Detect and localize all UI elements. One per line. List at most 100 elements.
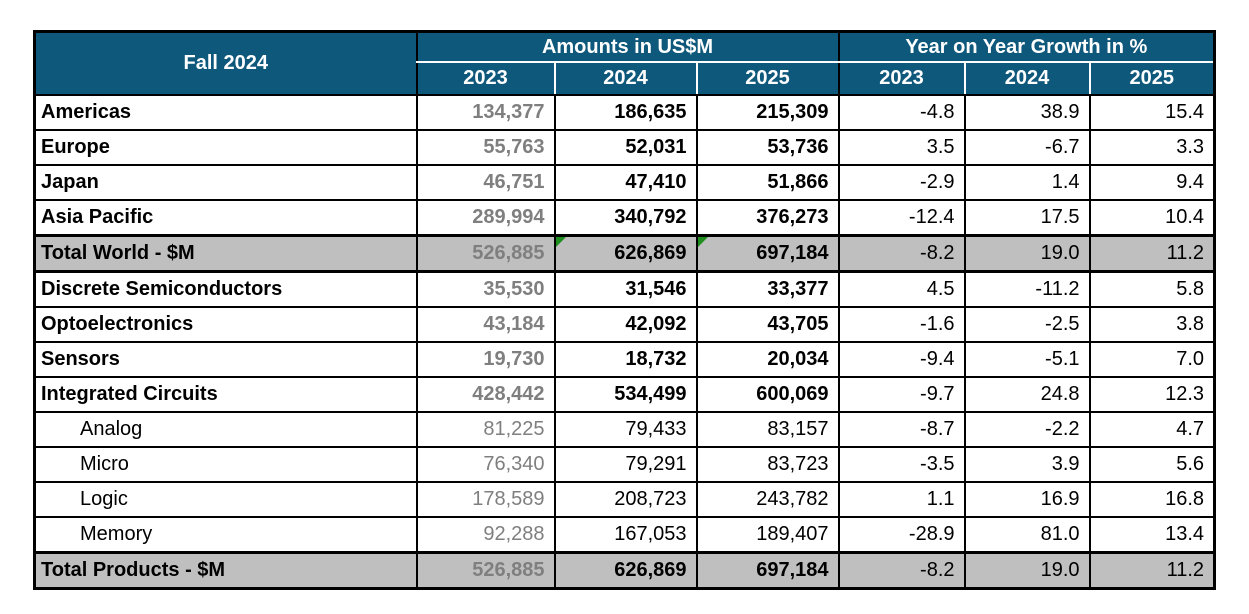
table-title: Fall 2024 (34, 31, 417, 95)
growth-2023-cell: -8.2 (837, 234, 966, 273)
growth-2024-cell: 3.9 (963, 446, 1091, 483)
amount-2023-cell: 428,442 (415, 376, 556, 413)
growth-2023-cell: -3.5 (837, 446, 966, 483)
amount-2025-cell: 51,866 (695, 164, 840, 201)
amount-2025-cell: 697,184 (695, 551, 840, 590)
growth-2025-cell: 16.8 (1088, 481, 1216, 518)
amounts-year-2025-header: 2025 (695, 62, 839, 96)
amount-2025-cell: 189,407 (695, 516, 840, 554)
growth-2024-cell: -11.2 (963, 270, 1091, 308)
amount-2025-cell: 376,273 (695, 199, 840, 237)
amount-2023-cell: 19,730 (415, 341, 556, 378)
table-row: Sensors 19,730 18,732 20,034 -9.4 -5.1 7.0 (33, 341, 1216, 378)
growth-2024-cell: 16.9 (963, 481, 1091, 518)
amount-2025-cell: 215,309 (695, 94, 840, 131)
growth-2024-cell: 19.0 (963, 234, 1091, 273)
growth-2023-cell: 3.5 (837, 129, 966, 166)
growth-2025-cell: 5.8 (1088, 270, 1216, 308)
amount-2025-cell: 43,705 (695, 306, 840, 343)
amount-2023-cell: 289,994 (415, 199, 556, 237)
growth-2023-cell: -1.6 (837, 306, 966, 343)
row-label: Analog (33, 411, 418, 448)
amount-2023-cell: 178,589 (415, 481, 556, 518)
table-row: Logic 178,589 208,723 243,782 1.1 16.9 16.8 (33, 481, 1216, 518)
growth-year-2024-header: 2024 (963, 62, 1090, 96)
growth-2023-cell: -28.9 (837, 516, 966, 554)
worksheet: Fall 2024 Amounts in US$M Year on Year G… (33, 30, 1217, 590)
amount-2024-cell: 47,410 (553, 164, 698, 201)
row-label: Europe (33, 129, 418, 166)
amount-2024-cell: 186,635 (553, 94, 698, 131)
amount-2024-cell: 340,792 (553, 199, 698, 237)
growth-2025-cell: 5.6 (1088, 446, 1216, 483)
amount-2025-cell: 83,723 (695, 446, 840, 483)
growth-2025-cell: 11.2 (1088, 234, 1216, 273)
growth-2024-cell: 17.5 (963, 199, 1091, 237)
amount-2024-cell: 208,723 (553, 481, 698, 518)
growth-2024-cell: -6.7 (963, 129, 1091, 166)
amount-2023-cell: 35,530 (415, 270, 556, 308)
amount-2025-cell: 53,736 (695, 129, 840, 166)
amount-2025-cell: 83,157 (695, 411, 840, 448)
table-row: Total World - $M 526,885 626,869 697,184 -8.… (33, 234, 1216, 273)
row-label: Japan (33, 164, 418, 201)
row-label: Memory (33, 516, 418, 554)
amount-2024-cell: 52,031 (553, 129, 698, 166)
excel-flag-triangle-icon (698, 238, 708, 247)
row-label: Discrete Semiconductors (33, 270, 418, 308)
table-row: Americas 134,377 186,635 215,309 -4.8 38.9 15.… (33, 94, 1216, 131)
table-row: Total Products - $M 526,885 626,869 697,184… (33, 551, 1216, 590)
growth-2025-cell: 13.4 (1088, 516, 1216, 554)
amount-2023-cell: 526,885 (415, 551, 556, 590)
growth-year-2025-header: 2025 (1088, 62, 1215, 96)
amounts-year-2023-header: 2023 (415, 62, 555, 96)
amount-2025-cell: 243,782 (695, 481, 840, 518)
table-row: Integrated Circuits 428,442 534,499 600,069… (33, 376, 1216, 413)
growth-2025-cell: 12.3 (1088, 376, 1216, 413)
growth-2024-cell: -5.1 (963, 341, 1091, 378)
amount-2025-cell: 600,069 (695, 376, 840, 413)
row-label: Total Products - $M (33, 551, 418, 590)
table-row: Optoelectronics 43,184 42,092 43,705 -1.6 -2.… (33, 306, 1216, 343)
amount-2024-cell: 18,732 (553, 341, 698, 378)
row-label: Total World - $M (33, 234, 418, 273)
growth-2024-cell: 81.0 (963, 516, 1091, 554)
growth-2023-cell: -12.4 (837, 199, 966, 237)
amount-2024-cell: 167,053 (553, 516, 698, 554)
excel-flag-triangle-icon (556, 238, 566, 247)
growth-2023-cell: -4.8 (837, 94, 966, 131)
amount-2023-cell: 43,184 (415, 306, 556, 343)
growth-2025-cell: 10.4 (1088, 199, 1216, 237)
growth-2023-cell: -8.2 (837, 551, 966, 590)
amount-2024-cell: 534,499 (553, 376, 698, 413)
table-row: Analog 81,225 79,433 83,157 -8.7 -2.2 4.7 (33, 411, 1216, 448)
row-label: Americas (33, 94, 418, 131)
amount-2023-cell: 134,377 (415, 94, 556, 131)
growth-2023-cell: 1.1 (837, 481, 966, 518)
growth-2023-cell: -9.4 (837, 341, 966, 378)
row-label: Asia Pacific (33, 199, 418, 237)
table-row: Asia Pacific 289,994 340,792 376,273 -12.4 17… (33, 199, 1216, 237)
amounts-year-2024-header: 2024 (553, 62, 697, 96)
amount-2023-cell: 46,751 (415, 164, 556, 201)
amount-2023-cell: 81,225 (415, 411, 556, 448)
table-row: Memory 92,288 167,053 189,407 -28.9 81.0 13.4 (33, 516, 1216, 554)
table-body: Americas 134,377 186,635 215,309 -4.8 38.9 15.… (33, 94, 1216, 590)
amount-2024-cell: 42,092 (553, 306, 698, 343)
table-row: Micro 76,340 79,291 83,723 -3.5 3.9 5.6 (33, 446, 1216, 483)
table-row: Japan 46,751 47,410 51,866 -2.9 1.4 9.4 (33, 164, 1216, 201)
growth-2024-cell: -2.5 (963, 306, 1091, 343)
row-label: Micro (33, 446, 418, 483)
growth-2023-cell: -2.9 (837, 164, 966, 201)
amount-2024-cell: 626,869 (553, 234, 698, 273)
growth-2024-cell: -2.2 (963, 411, 1091, 448)
amount-2024-cell: 31,546 (553, 270, 698, 308)
amount-2023-cell: 92,288 (415, 516, 556, 554)
amount-2024-cell: 626,869 (553, 551, 698, 590)
table-header: Fall 2024 Amounts in US$M Year on Year G… (34, 31, 1215, 96)
amount-2023-cell: 76,340 (415, 446, 556, 483)
column-group-amounts: Amounts in US$M (415, 31, 839, 63)
growth-2023-cell: -9.7 (837, 376, 966, 413)
amount-2024-cell: 79,291 (553, 446, 698, 483)
growth-2025-cell: 9.4 (1088, 164, 1216, 201)
